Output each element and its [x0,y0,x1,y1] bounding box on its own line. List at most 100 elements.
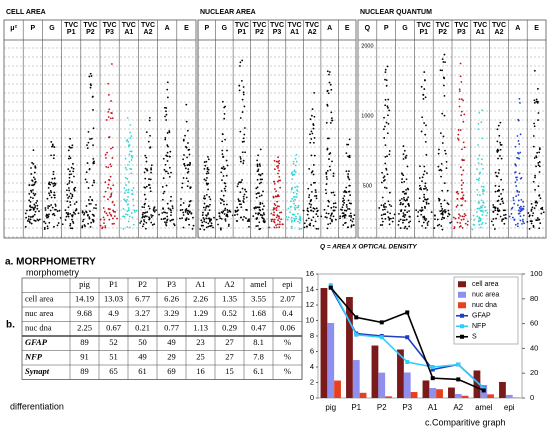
dot [290,200,292,202]
dot [193,225,195,227]
dot [107,166,109,168]
dot [184,165,186,167]
dot [329,166,331,168]
y-tick-label: 0 [310,393,314,402]
dot [417,211,419,213]
dot [32,180,34,182]
dot [167,172,169,174]
dot [280,218,282,220]
dot [518,194,520,196]
dot [387,211,389,213]
dot [327,227,329,229]
dot [164,191,166,193]
dot [154,206,156,208]
dot [113,223,115,225]
dot [182,212,184,214]
dot [500,179,502,181]
caption: Q = AREA X OPTICAL DENSITY [320,244,417,251]
dot [47,207,49,209]
dot [110,188,112,190]
dot [276,216,278,218]
dot [295,216,297,218]
dot [268,227,270,229]
dot [187,164,189,166]
dot [151,164,153,166]
dot [207,223,209,225]
dot [438,153,440,155]
dot [423,166,425,168]
dot [442,58,444,60]
dot [402,174,404,176]
dot [258,221,260,223]
dot [342,212,344,214]
legend-label: nuc area [472,292,499,299]
dot [329,71,331,73]
dot [242,162,244,164]
dot [69,201,71,203]
dot [320,215,322,217]
dot [423,200,425,202]
dot [534,175,536,177]
dot [444,150,446,152]
dot [270,213,272,215]
dot [405,226,407,228]
dot [92,144,94,146]
dot [324,216,326,218]
dot [279,187,281,189]
dot [149,187,151,189]
dot [299,215,301,217]
dot [446,161,448,163]
dot [244,189,246,191]
dot [69,177,71,179]
dot [278,170,280,172]
dot [46,217,48,219]
dot [243,134,245,136]
table-cell: 69 [167,366,176,376]
dot [334,194,336,196]
dot [531,220,533,222]
dot [314,155,316,157]
dot [325,193,327,195]
dot [342,216,344,218]
dot [82,220,84,222]
bar [360,393,367,398]
dot [404,209,406,211]
dot [149,117,151,119]
table-header: A1 [195,279,205,289]
table-cell: 0.52 [222,308,237,318]
dot [129,161,131,163]
dot [244,127,246,129]
dot [95,207,97,209]
dot [35,202,37,204]
dot [132,198,134,200]
dot [129,132,131,134]
dot [34,172,36,174]
dot [237,198,239,200]
dot [122,208,124,210]
dot [103,219,105,221]
dot [520,133,522,135]
dot [478,208,480,210]
dot [86,181,88,183]
column-header: P [30,25,35,32]
dot [224,106,226,108]
dot [459,90,461,92]
dot [212,227,214,229]
y-tick-label: 8 [310,331,314,340]
dot [405,189,407,191]
dot [444,115,446,117]
dot [458,213,460,215]
dot [348,179,350,181]
dot [424,207,426,209]
dot [385,144,387,146]
dot [352,221,354,223]
dot [88,203,90,205]
dot [384,79,386,81]
dot [141,206,143,208]
legend-label: GFAP [472,313,491,320]
dot [145,222,147,224]
dot [540,208,542,210]
dot [424,170,426,172]
dot [515,195,517,197]
dot [149,208,151,210]
